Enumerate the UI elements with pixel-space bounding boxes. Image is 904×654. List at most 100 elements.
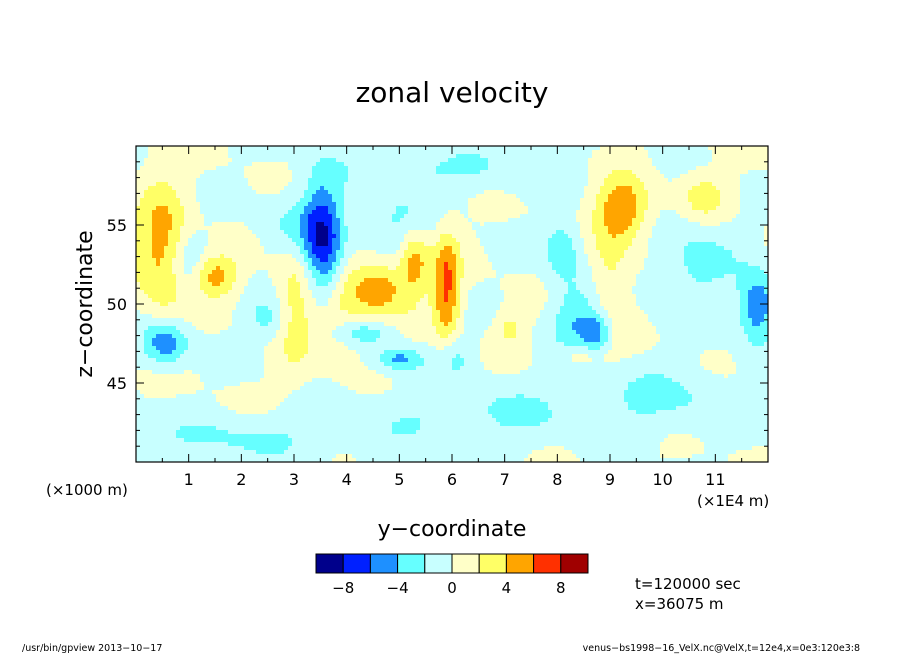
field-cell	[384, 218, 389, 223]
field-cell	[684, 186, 689, 191]
field-cell	[444, 150, 449, 155]
field-cell	[680, 174, 685, 179]
field-cell	[524, 210, 529, 215]
field-cell	[760, 242, 765, 247]
field-cell	[544, 250, 549, 255]
field-cell	[264, 162, 269, 167]
field-cell	[480, 238, 485, 243]
field-cell	[724, 174, 729, 179]
field-cell	[476, 250, 481, 255]
field-cell	[404, 222, 409, 227]
field-cell	[556, 170, 561, 175]
field-cell	[492, 146, 497, 151]
field-cell	[440, 182, 445, 187]
field-cell	[392, 270, 397, 275]
field-cell	[412, 146, 417, 151]
field-cell	[716, 214, 721, 219]
field-cell	[344, 218, 349, 223]
field-cell	[660, 166, 665, 171]
field-cell	[384, 258, 389, 263]
field-cell	[680, 206, 685, 211]
field-cell	[336, 270, 341, 275]
field-cell	[592, 182, 597, 187]
field-cell	[416, 186, 421, 191]
field-cell	[656, 246, 661, 251]
field-cell	[152, 230, 157, 235]
field-cell	[300, 198, 305, 203]
field-cell	[604, 242, 609, 247]
field-cell	[692, 186, 697, 191]
field-cell	[720, 266, 725, 271]
field-cell	[648, 210, 653, 215]
field-cell	[372, 146, 377, 151]
field-cell	[628, 238, 633, 243]
field-cell	[432, 194, 437, 199]
field-cell	[240, 182, 245, 187]
field-cell	[356, 146, 361, 151]
field-cell	[360, 254, 365, 259]
field-cell	[660, 158, 665, 163]
field-cell	[460, 202, 465, 207]
field-cell	[236, 250, 241, 255]
field-cell	[548, 226, 553, 231]
field-cell	[512, 270, 517, 275]
field-cell	[720, 246, 725, 251]
field-cell	[724, 194, 729, 199]
field-cell	[628, 262, 633, 267]
field-cell	[744, 250, 749, 255]
field-cell	[404, 170, 409, 175]
field-cell	[376, 222, 381, 227]
field-cell	[428, 190, 433, 195]
field-cell	[432, 190, 437, 195]
field-cell	[664, 158, 669, 163]
field-cell	[672, 190, 677, 195]
field-cell	[320, 154, 325, 159]
field-cell	[584, 146, 589, 151]
field-cell	[360, 262, 365, 267]
field-cell	[424, 146, 429, 151]
field-cell	[684, 222, 689, 227]
field-cell	[512, 174, 517, 179]
field-cell	[460, 234, 465, 239]
field-cell	[624, 202, 629, 207]
field-cell	[448, 206, 453, 211]
field-cell	[604, 162, 609, 167]
field-cell	[436, 250, 441, 255]
field-cell	[272, 238, 277, 243]
field-cell	[700, 150, 705, 155]
field-cell	[428, 198, 433, 203]
field-cell	[672, 266, 677, 271]
field-cell	[408, 266, 413, 271]
field-cell	[528, 246, 533, 251]
field-cell	[196, 214, 201, 219]
field-cell	[264, 226, 269, 231]
field-cell	[436, 266, 441, 271]
field-cell	[636, 238, 641, 243]
field-cell	[164, 270, 169, 275]
field-cell	[560, 190, 565, 195]
field-cell	[640, 238, 645, 243]
field-cell	[188, 214, 193, 219]
field-cell	[644, 222, 649, 227]
field-cell	[532, 174, 537, 179]
field-cell	[396, 218, 401, 223]
field-cell	[652, 146, 657, 151]
field-cell	[572, 238, 577, 243]
field-cell	[608, 210, 613, 215]
field-cell	[272, 270, 277, 275]
field-cell	[412, 186, 417, 191]
field-cell	[680, 162, 685, 167]
field-cell	[356, 202, 361, 207]
field-cell	[748, 158, 753, 163]
field-cell	[304, 182, 309, 187]
field-cell	[680, 166, 685, 171]
field-cell	[392, 218, 397, 223]
field-cell	[504, 222, 509, 227]
field-cell	[460, 210, 465, 215]
field-cell	[276, 270, 281, 275]
field-cell	[628, 210, 633, 215]
field-cell	[332, 230, 337, 235]
field-cell	[264, 190, 269, 195]
field-cell	[548, 222, 553, 227]
field-cell	[284, 166, 289, 171]
